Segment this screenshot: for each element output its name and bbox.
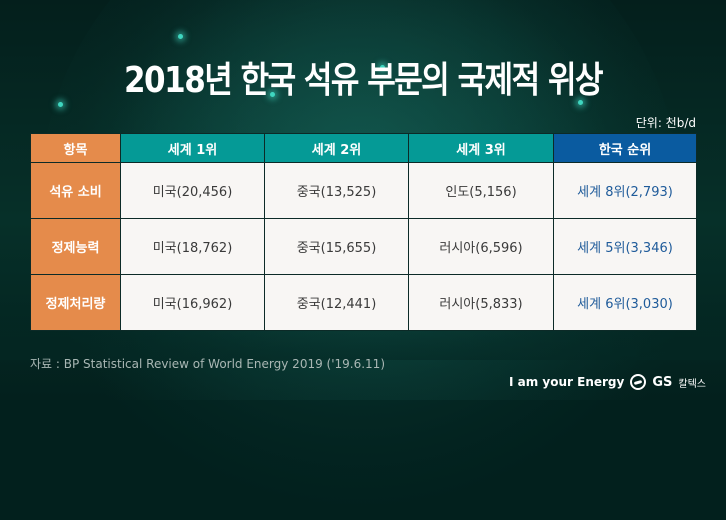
korea-rank-cell: 세계 8위(2,793) — [553, 162, 697, 219]
korea-rank-cell: 세계 6위(3,030) — [553, 274, 697, 331]
row-item: 정제처리량 — [30, 274, 121, 331]
rank-1-cell: 미국(16,962) — [120, 274, 265, 331]
rank-2-cell: 중국(12,441) — [264, 274, 409, 331]
rank-3-cell: 러시아(5,833) — [408, 274, 554, 331]
ranking-table: 항목 세계 1위 세계 2위 세계 3위 한국 순위 석유 소비 미국(20,4… — [30, 133, 697, 331]
network-node — [178, 34, 183, 39]
brand-logo-subtext: 칼텍스 — [678, 378, 706, 390]
source-note: 자료 : BP Statistical Review of World Ener… — [30, 357, 385, 371]
page-title: 2018년 한국 석유 부문의 국제적 위상 — [123, 59, 604, 102]
rank-2-cell: 중국(13,525) — [264, 162, 409, 219]
row-item: 석유 소비 — [30, 162, 121, 219]
network-node — [270, 92, 275, 97]
gs-caltex-logo-icon — [630, 374, 647, 390]
network-node — [380, 65, 385, 70]
rank-1-cell: 미국(20,456) — [120, 162, 265, 219]
row-item: 정제능력 — [30, 218, 121, 275]
brand-slogan: I am your Energy — [509, 375, 625, 389]
network-node — [578, 100, 583, 105]
brand-footer: I am your Energy GS 칼텍스 — [509, 374, 706, 390]
brand-logo-text: GS — [652, 374, 673, 390]
header-rank-1: 세계 1위 — [120, 133, 265, 163]
rank-1-cell: 미국(18,762) — [120, 218, 265, 275]
rank-3-cell: 러시아(6,596) — [408, 218, 554, 275]
header-item: 항목 — [30, 133, 121, 163]
table-row: 정제처리량 미국(16,962) 중국(12,441) 러시아(5,833) 세… — [30, 274, 697, 331]
table-row: 석유 소비 미국(20,456) 중국(13,525) 인도(5,156) 세계… — [30, 162, 697, 219]
unit-label: 단위: 천b/d — [635, 116, 696, 130]
table-row: 정제능력 미국(18,762) 중국(15,655) 러시아(6,596) 세계… — [30, 218, 697, 275]
korea-rank-cell: 세계 5위(3,346) — [553, 218, 697, 275]
network-node — [58, 102, 63, 107]
table-header-row: 항목 세계 1위 세계 2위 세계 3위 한국 순위 — [30, 133, 697, 163]
rank-2-cell: 중국(15,655) — [264, 218, 409, 275]
rank-3-cell: 인도(5,156) — [408, 162, 554, 219]
header-rank-3: 세계 3위 — [408, 133, 554, 163]
header-rank-2: 세계 2위 — [264, 133, 409, 163]
header-korea-rank: 한국 순위 — [553, 133, 697, 163]
